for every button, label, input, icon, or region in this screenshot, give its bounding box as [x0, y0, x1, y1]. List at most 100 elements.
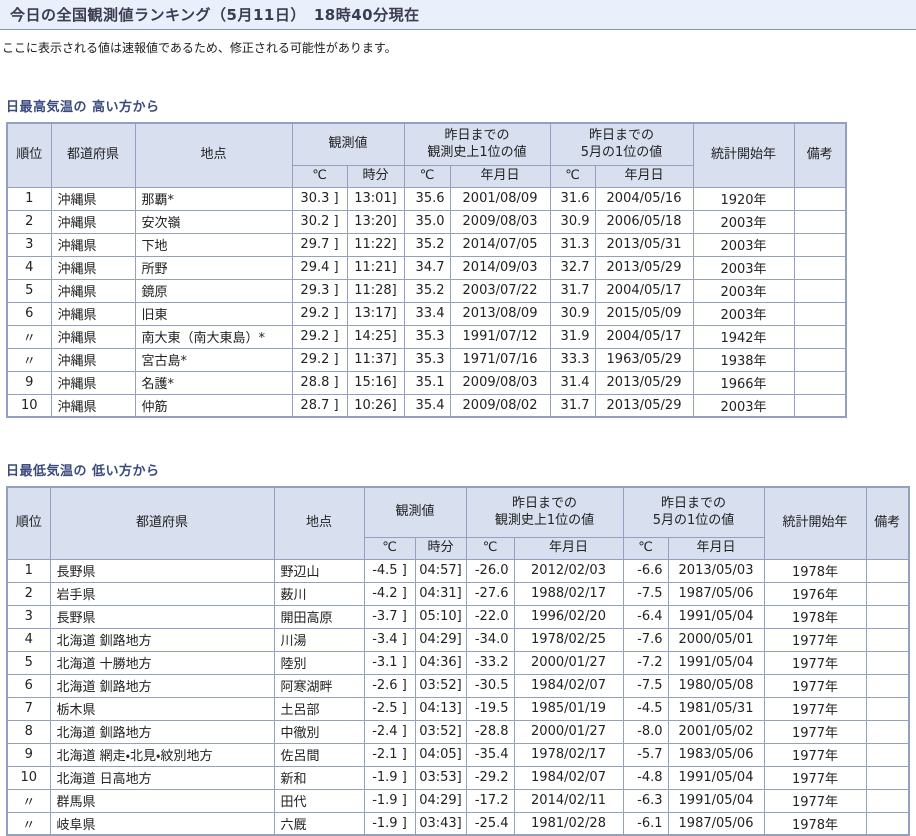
- may-temp-cell: -4.8: [622, 765, 669, 790]
- time-cell: 03:53]: [414, 765, 467, 790]
- may-date-cell: 1991/05/04: [667, 604, 765, 629]
- temp-cell: -3.4 ]: [363, 627, 416, 652]
- record-date-cell: 2014/09/03: [449, 255, 551, 280]
- rank-cell: 5: [6, 278, 52, 303]
- remarks-cell: [793, 232, 847, 257]
- record-temp-cell: 35.4: [403, 393, 451, 418]
- record-date-cell: 2001/08/09: [449, 186, 551, 211]
- record-date-cell: 2009/08/03: [449, 370, 551, 395]
- remarks-cell: [793, 370, 847, 395]
- record-temp-cell: -30.5: [465, 673, 515, 698]
- record-date-cell: 1984/02/07: [513, 765, 624, 790]
- col-header-date: 年月日: [594, 164, 694, 188]
- may-date-cell: 1991/05/04: [667, 788, 765, 813]
- record-temp-cell: -26.0: [465, 558, 515, 583]
- time-cell: 13:01]: [346, 186, 405, 211]
- col-header-start-year: 統計開始年: [763, 486, 867, 560]
- rank-cell: 1: [6, 558, 51, 583]
- record-date-cell: 2003/07/22: [449, 278, 551, 303]
- rank-cell: 8: [6, 719, 51, 744]
- col-header-prefecture: 都道府県: [50, 122, 136, 188]
- may-temp-cell: 33.3: [549, 347, 596, 372]
- col-header-rank: 順位: [6, 122, 52, 188]
- record-temp-cell: -25.4: [465, 811, 515, 836]
- temp-cell: -2.1 ]: [363, 742, 416, 767]
- time-cell: 03:52]: [414, 719, 467, 744]
- station-cell: 安次嶺: [134, 209, 293, 234]
- col-header-date: 年月日: [513, 536, 624, 560]
- start-year-cell: 1920年: [692, 186, 795, 211]
- time-cell: 14:25]: [346, 324, 405, 349]
- time-cell: 04:05]: [414, 742, 467, 767]
- record-date-cell: 2012/02/03: [513, 558, 624, 583]
- table-row: 8 北海道 釧路地方 中徹別 -2.4 ] 03:52] -28.8 2000/01/27-…: [6, 719, 910, 744]
- time-cell: 04:31]: [414, 581, 467, 606]
- may-temp-cell: -6.6: [622, 558, 669, 583]
- time-cell: 10:26]: [346, 393, 405, 418]
- record-temp-cell: 35.1: [403, 370, 451, 395]
- station-cell: 仲筋: [134, 393, 293, 418]
- may-temp-cell: -7.6: [622, 627, 669, 652]
- record-temp-cell: 35.6: [403, 186, 451, 211]
- station-cell: 下地: [134, 232, 293, 257]
- prefecture-cell: 北海道 網走・北見・紋別地方: [49, 742, 275, 767]
- remarks-cell: [793, 278, 847, 303]
- station-cell: 中徹別: [273, 719, 365, 744]
- prefecture-cell: 北海道 十勝地方: [49, 650, 275, 675]
- col-header-date: 年月日: [667, 536, 765, 560]
- time-cell: 13:17]: [346, 301, 405, 326]
- page-title: 今日の全国観測値ランキング（5月11日） 18時40分現在: [10, 6, 420, 24]
- may-date-cell: 1987/05/06: [667, 581, 765, 606]
- may-date-cell: 1981/05/31: [667, 696, 765, 721]
- table-row: 10 沖縄県 仲筋 28.7 ] 10:26] 35.4 2009/08/02 31.7 201…: [6, 393, 847, 418]
- temp-cell: -1.9 ]: [363, 811, 416, 836]
- start-year-cell: 2003年: [692, 255, 795, 280]
- max-temp-table: 順位 都道府県 地点 観測値 昨日までの 観測史上1位の値 昨日までの 5月の1…: [6, 122, 847, 418]
- may-date-cell: 2015/05/09: [594, 301, 694, 326]
- prefecture-cell: 北海道 釧路地方: [49, 719, 275, 744]
- temp-cell: 30.2 ]: [291, 209, 348, 234]
- record-temp-cell: -29.2: [465, 765, 515, 790]
- temp-cell: 28.7 ]: [291, 393, 348, 418]
- record-temp-cell: -22.0: [465, 604, 515, 629]
- temp-cell: -2.6 ]: [363, 673, 416, 698]
- remarks-cell: [865, 742, 910, 767]
- table-row: 〃沖縄県 宮古島* 29.2 ] 11:37] 35.3 1971/07/16 33.3 19…: [6, 347, 847, 372]
- may-temp-cell: -7.2: [622, 650, 669, 675]
- table-row: 2 岩手県 薮川 -4.2 ] 04:31] -27.6 1988/02/17 -7.5 198…: [6, 581, 910, 606]
- station-cell: 名護*: [134, 370, 293, 395]
- may-date-cell: 1987/05/06: [667, 811, 765, 836]
- prefecture-cell: 北海道 日高地方: [49, 765, 275, 790]
- table-row: 〃沖縄県 南大東（南大東島）* 29.2 ] 14:25] 35.3 1991/07/12…: [6, 324, 847, 349]
- min-temp-section: 日最低気温の 低い方から 順位 都道府県 地点 観測値 昨日までの 観測史上1位…: [6, 460, 916, 836]
- temp-cell: 29.3 ]: [291, 278, 348, 303]
- start-year-cell: 1942年: [692, 324, 795, 349]
- prefecture-cell: 北海道 釧路地方: [49, 673, 275, 698]
- record-temp-cell: 35.3: [403, 347, 451, 372]
- station-cell: 薮川: [273, 581, 365, 606]
- remarks-cell: [793, 186, 847, 211]
- may-temp-cell: 30.9: [549, 301, 596, 326]
- table-row: 6 沖縄県 旧東 29.2 ] 13:17] 33.4 2013/08/09 30.9 2015…: [6, 301, 847, 326]
- min-temp-section-title: 日最低気温の 低い方から: [6, 464, 160, 479]
- temp-cell: -2.5 ]: [363, 696, 416, 721]
- temp-cell: 28.8 ]: [291, 370, 348, 395]
- notice-text: ここに表示される値は速報値であるため、修正される可能性があります。: [2, 41, 397, 55]
- record-temp-cell: 35.2: [403, 232, 451, 257]
- table-row: 6 北海道 釧路地方 阿寒湖畔 -2.6 ] 03:52] -30.5 1984/02/07…: [6, 673, 910, 698]
- remarks-cell: [865, 673, 910, 698]
- start-year-cell: 1938年: [692, 347, 795, 372]
- station-cell: 土呂部: [273, 696, 365, 721]
- rank-cell: 6: [6, 673, 51, 698]
- prefecture-cell: 長野県: [49, 558, 275, 583]
- table-row: 5 北海道 十勝地方 陸別 -3.1 ] 04:36] -33.2 2000/01/27 -7…: [6, 650, 910, 675]
- col-header-record-group: 昨日までの 観測史上1位の値: [403, 122, 551, 166]
- col-header-time: 時分: [414, 536, 467, 560]
- rank-cell: 4: [6, 255, 52, 280]
- start-year-cell: 1978年: [763, 811, 867, 836]
- prefecture-cell: 沖縄県: [50, 232, 136, 257]
- may-date-cell: 1980/05/08: [667, 673, 765, 698]
- record-temp-cell: -34.0: [465, 627, 515, 652]
- rank-cell: 10: [6, 393, 52, 418]
- record-temp-cell: -19.5: [465, 696, 515, 721]
